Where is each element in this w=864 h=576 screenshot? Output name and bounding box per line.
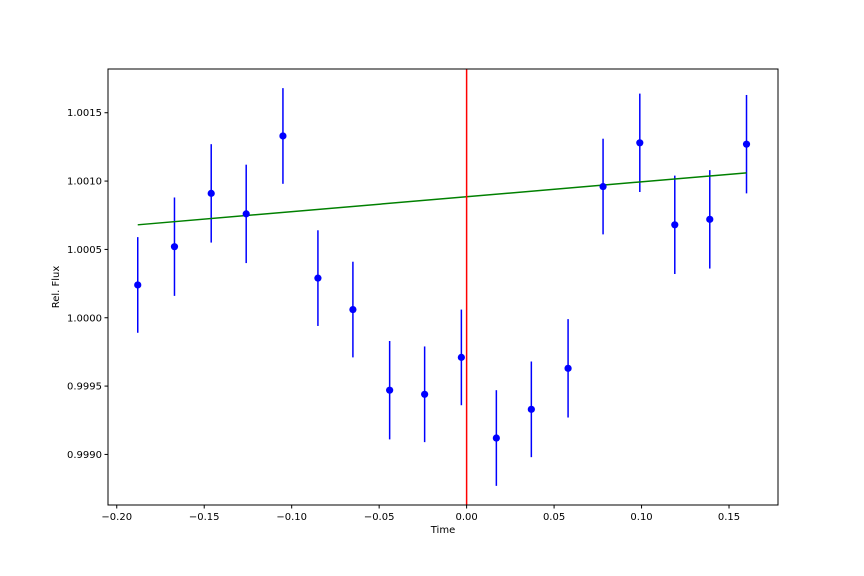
model-line [137, 172, 747, 226]
data-point-12 [564, 364, 572, 372]
data-point-3 [242, 210, 250, 218]
y-tick-label-2: 1.0000 [67, 313, 102, 324]
data-point-9 [457, 353, 465, 361]
data-point-5 [314, 274, 322, 282]
x-tick-label-3: −0.05 [364, 512, 395, 523]
data-point-15 [671, 221, 679, 229]
y-tick-label-5: 1.0015 [67, 108, 102, 119]
data-point-16 [706, 215, 714, 223]
y-tick-label-4: 1.0010 [67, 177, 102, 188]
axes-frame [107, 68, 779, 506]
data-point-6 [349, 305, 357, 314]
x-tick-label-5: 0.05 [543, 512, 565, 523]
data-point-11 [527, 405, 535, 413]
x-tick-label-4: 0.00 [455, 512, 477, 523]
x-axis-label: Time [430, 525, 455, 536]
data-point-7 [386, 386, 394, 394]
data-point-1 [170, 243, 179, 251]
x-tick-label-6: 0.10 [630, 512, 652, 523]
data-point-8 [421, 390, 429, 398]
data-point-17 [742, 140, 751, 148]
x-tick-label-7: 0.15 [718, 512, 740, 523]
data-point-14 [636, 139, 644, 147]
y-tick-label-1: 0.9995 [67, 382, 102, 393]
data-point-10 [492, 434, 500, 442]
x-tick-label-0: −0.20 [101, 512, 132, 523]
y-tick-label-3: 1.0005 [67, 245, 102, 256]
data-point-2 [207, 189, 215, 197]
x-tick-label-2: −0.10 [276, 512, 307, 523]
data-point-0 [134, 281, 142, 289]
y-axis-label: Rel. Flux [51, 266, 62, 309]
data-point-4 [279, 132, 287, 140]
x-tick-label-1: −0.15 [189, 512, 220, 523]
y-tick-label-0: 0.9990 [67, 450, 102, 461]
data-point-13 [599, 182, 607, 191]
